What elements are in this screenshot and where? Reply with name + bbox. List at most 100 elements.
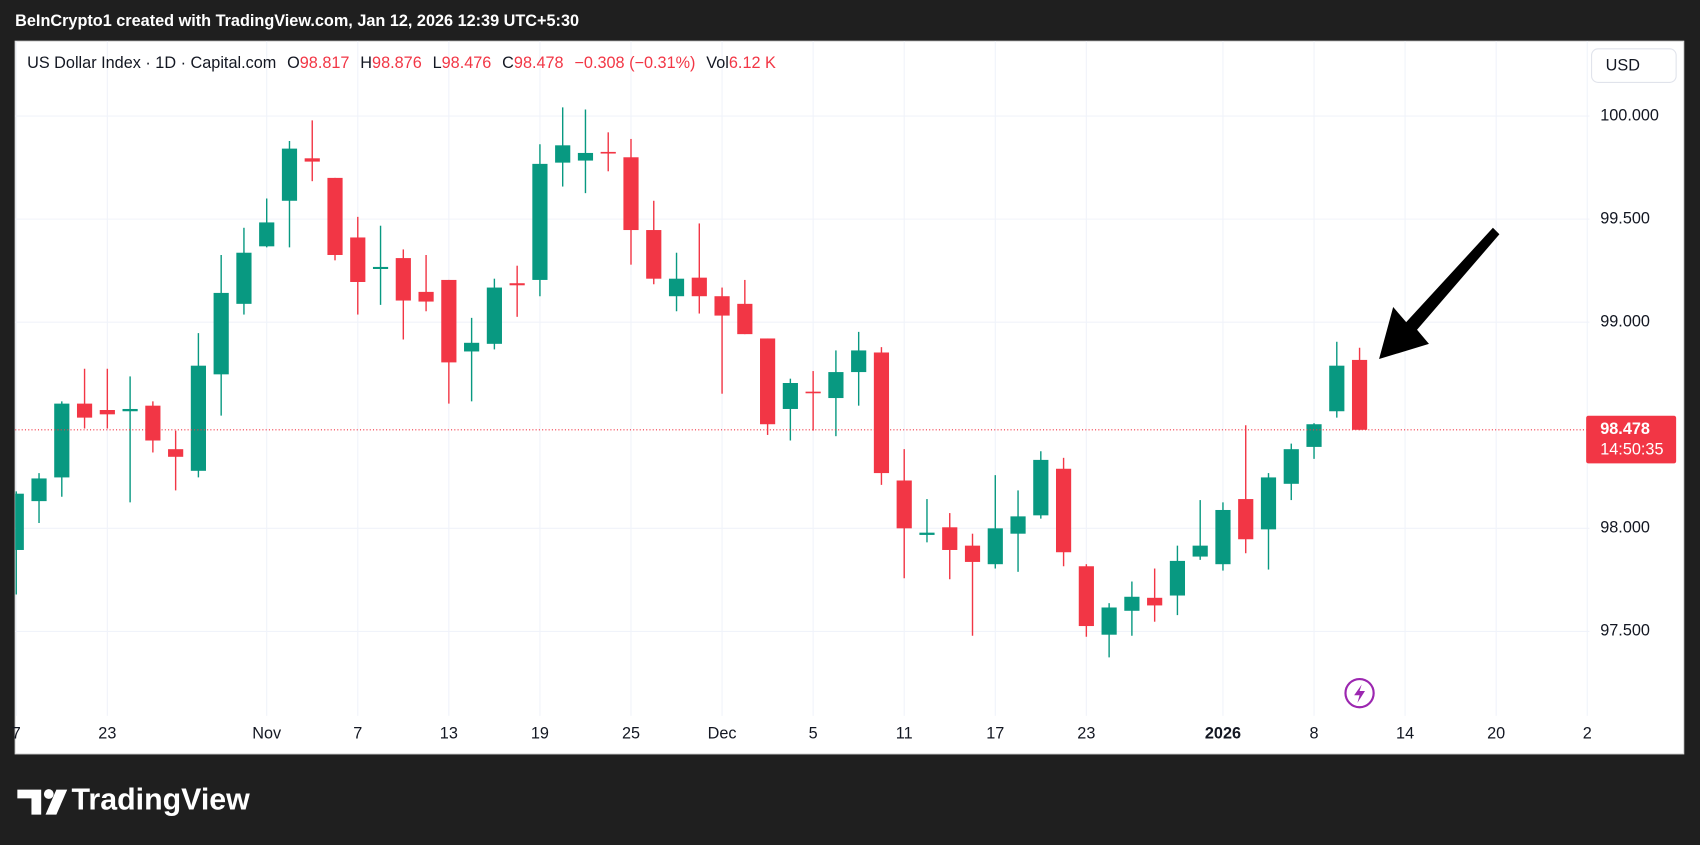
candle-body (555, 145, 571, 163)
candle-body (304, 158, 320, 162)
candle-body (1329, 365, 1345, 412)
icon-bolt[interactable] (1354, 684, 1365, 703)
x-tick-label: 8 (1310, 725, 1319, 743)
x-tick-label: Nov (252, 725, 282, 743)
candle-body (418, 291, 434, 302)
candle-body (851, 350, 867, 373)
candle-body (168, 449, 184, 457)
low-value: 98.476 (442, 54, 492, 72)
candle-body (1010, 516, 1026, 534)
candle-body (805, 391, 821, 394)
candle-body (464, 342, 480, 352)
candles (15, 107, 1590, 658)
x-tick-label: 5 (809, 725, 818, 743)
countdown: 14:50:35 (1600, 441, 1663, 459)
y-tick-label: 100.000 (1600, 106, 1659, 124)
x-tick-label: 2 (1583, 725, 1592, 743)
currency-button[interactable] (1591, 48, 1677, 83)
close-value: 98.478 (514, 54, 564, 72)
candle-body (987, 528, 1003, 565)
candle-body (942, 527, 958, 550)
lightning-icon[interactable] (1344, 677, 1375, 709)
y-tick-label: 98.000 (1600, 519, 1650, 537)
candle-body (1101, 607, 1117, 635)
icon-circle[interactable] (1344, 677, 1375, 709)
candle-body (828, 372, 844, 399)
legend: US Dollar Index · 1D · Capital.com O98.81… (27, 54, 776, 72)
candle-body (964, 545, 981, 562)
candle-body (122, 408, 138, 412)
brand: TradingView (72, 784, 251, 817)
candle-body (1306, 424, 1322, 447)
x-tick-label: 17 (986, 725, 1004, 743)
candle-body (668, 278, 685, 297)
candle-body (1033, 459, 1049, 516)
volume-value: 6.12 K (729, 54, 776, 72)
x-tick-label: 11 (896, 725, 913, 743)
close-label: C (502, 54, 514, 72)
last-price-tag (1586, 415, 1677, 464)
y-tick-label: 99.000 (1600, 312, 1650, 330)
change: −0.308 (−0.31%) (574, 54, 695, 72)
candle-body (873, 352, 890, 474)
candle-body (259, 222, 275, 247)
candle-body (213, 292, 229, 375)
candle-body (1215, 509, 1231, 565)
x-tick-label: 25 (622, 725, 640, 743)
candle-body (1147, 597, 1163, 606)
x-tick-label: 13 (440, 725, 458, 743)
axes: 97.500 98.000 99.000 99.500 100.000 7 23 Nov 7 13… (12, 106, 1677, 743)
candle-body (236, 252, 252, 304)
candle-body (54, 403, 70, 478)
candle-body (1260, 477, 1277, 530)
candle-body (486, 287, 502, 344)
x-tick-label: 19 (531, 725, 549, 743)
candle-body (395, 258, 411, 301)
symbol: US Dollar Index · 1D · Capital.com (27, 54, 276, 72)
currency[interactable]: USD (1606, 56, 1640, 74)
candle-body (646, 230, 662, 279)
last-price-label: 98.478 (1600, 420, 1650, 438)
volume-label: Vol (706, 54, 729, 72)
annotation-arrow (1379, 227, 1500, 360)
high-label: H (360, 54, 372, 72)
candle-body (896, 480, 912, 529)
chart-panel (14, 40, 1685, 755)
high-value: 98.876 (372, 54, 422, 72)
candle-body (372, 266, 389, 270)
candle-body (1078, 566, 1094, 627)
candle-body (577, 152, 594, 161)
candle-body (1169, 560, 1186, 596)
candle-body (760, 338, 776, 425)
brand-logo (17, 789, 68, 815)
candle-body (737, 303, 753, 335)
candle-body (76, 403, 93, 418)
open-value: 98.817 (300, 54, 350, 72)
candle-body (1351, 359, 1368, 430)
candle-body (623, 157, 639, 231)
low-label: L (433, 54, 442, 72)
candle-body (1192, 545, 1208, 557)
candle-body (350, 237, 366, 282)
candle-body (532, 163, 548, 280)
x-tick-label: 2026 (1205, 725, 1241, 743)
candle-body (1124, 596, 1140, 611)
attribution: BeInCrypto1 created with TradingView.com… (15, 12, 579, 30)
y-tick-label: 97.500 (1600, 622, 1650, 640)
y-tick-label: 99.500 (1600, 209, 1650, 227)
x-tick-label: Dec (708, 725, 737, 743)
open-label: O (287, 54, 300, 72)
x-tick-label: 23 (1077, 725, 1095, 743)
x-tick-label: 7 (12, 725, 21, 743)
candle-body (919, 532, 935, 535)
candle-body (99, 410, 115, 415)
candle-body (31, 478, 47, 502)
logo-t (17, 789, 42, 815)
candle-body (1055, 468, 1072, 553)
candle-body (1283, 449, 1299, 484)
candle-body (441, 279, 457, 363)
candle-body (190, 365, 206, 471)
candle-body (15, 493, 24, 550)
logo-v (45, 789, 68, 815)
